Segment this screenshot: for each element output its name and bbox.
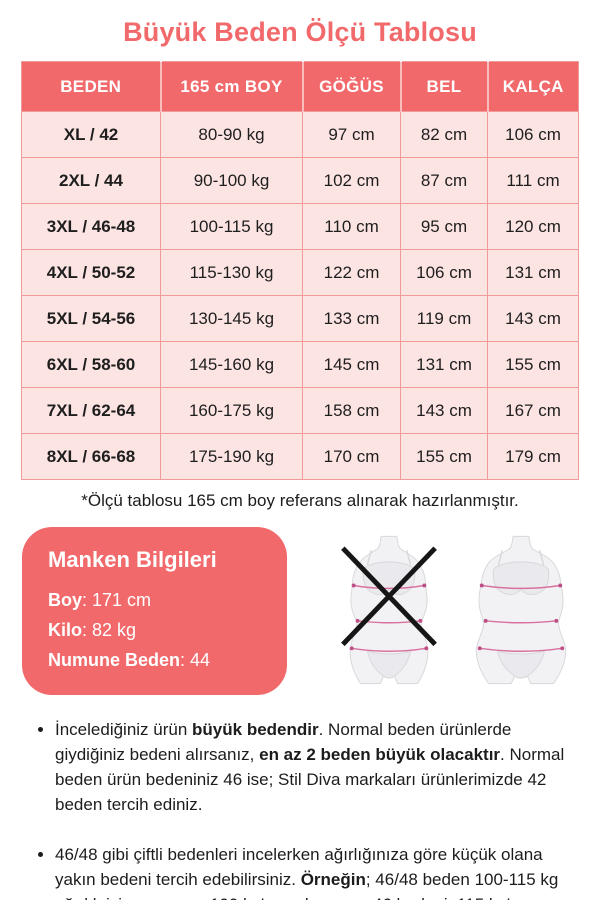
table-row: 4XL / 50-52 115-130 kg 122 cm 106 cm 131 cm (21, 249, 579, 296)
col-header-bel: BEL (400, 61, 489, 112)
value-cell: 158 cm (302, 387, 401, 434)
size-cell: 5XL / 54-56 (21, 295, 161, 342)
text-segment: 46/48 gibi çiftli bedenleri incelerken a… (55, 845, 543, 889)
size-table-body: XL / 42 80-90 kg 97 cm 82 cm 106 cm 2XL / 44 9… (21, 111, 579, 480)
value-cell: 120 cm (487, 203, 579, 250)
col-header-gogus: GÖĞÜS (302, 61, 402, 112)
value-cell: 143 cm (400, 387, 488, 434)
plus-size-body-icon (467, 534, 575, 688)
col-header-boy: 165 cm BOY (160, 61, 304, 112)
size-cell: 4XL / 50-52 (21, 249, 161, 296)
value-cell: 131 cm (487, 249, 579, 296)
size-cell: XL / 42 (21, 111, 161, 158)
value-cell: 119 cm (400, 295, 488, 342)
model-info-box: Manken Bilgileri Boy: 171 cm Kilo: 82 kg… (22, 527, 287, 695)
model-weight-line: Kilo: 82 kg (48, 615, 263, 645)
value-cell: 100-115 kg (160, 203, 303, 250)
text-segment: en az 2 beden büyük olacaktır (259, 745, 501, 764)
value-cell: 87 cm (400, 157, 488, 204)
slim-body-figure (341, 535, 437, 685)
text-segment: ; 46/48 beden 100-115 kg ağırlık için uy… (55, 870, 559, 900)
value-cell: 90-100 kg (160, 157, 303, 204)
value-cell: 133 cm (302, 295, 401, 342)
value-cell: 175-190 kg (160, 433, 303, 480)
size-cell: 6XL / 58-60 (21, 341, 161, 388)
text-segment: Örneğin (300, 870, 366, 889)
crossed-out-slim-body-icon (335, 534, 443, 688)
table-row: 7XL / 62-64 160-175 kg 158 cm 143 cm 167 cm (21, 387, 579, 434)
text-segment: : 171 cm (82, 590, 152, 610)
table-row: 3XL / 46-48 100-115 kg 110 cm 95 cm 120 cm (21, 203, 579, 250)
value-cell: 155 cm (400, 433, 488, 480)
plus-body-figure (475, 535, 567, 685)
body-figures (335, 534, 575, 688)
value-cell: 155 cm (487, 341, 579, 388)
table-row: XL / 42 80-90 kg 97 cm 82 cm 106 cm (21, 111, 579, 158)
value-cell: 160-175 kg (160, 387, 303, 434)
size-cell: 3XL / 46-48 (21, 203, 161, 250)
value-cell: 167 cm (487, 387, 579, 434)
value-cell: 111 cm (487, 157, 579, 204)
value-cell: 102 cm (302, 157, 401, 204)
notes-list: İncelediğiniz ürün büyük bedendir. Norma… (36, 717, 572, 900)
text-segment: büyük bedendir (192, 720, 319, 739)
value-cell: 80-90 kg (160, 111, 303, 158)
col-header-beden: BEDEN (21, 61, 162, 112)
value-cell: 131 cm (400, 341, 488, 388)
text-segment: . Normal beden ürünlerde giydiğiniz bede… (55, 720, 512, 764)
page-title: Büyük Beden Ölçü Tablosu (123, 17, 477, 47)
table-row: 6XL / 58-60 145-160 kg 145 cm 131 cm 155 cm (21, 341, 579, 388)
value-cell: 122 cm (302, 249, 401, 296)
value-cell: 106 cm (487, 111, 579, 158)
info-section: Manken Bilgileri Boy: 171 cm Kilo: 82 kg… (22, 527, 600, 695)
value-cell: 145 cm (302, 341, 401, 388)
size-cell: 2XL / 44 (21, 157, 161, 204)
model-sample-size-line: Numune Beden: 44 (48, 645, 263, 675)
value-cell: 143 cm (487, 295, 579, 342)
value-cell: 145-160 kg (160, 341, 303, 388)
x-mark (341, 546, 437, 647)
text-segment: Boy (48, 590, 83, 610)
table-footnote: *Ölçü tablosu 165 cm boy referans alınar… (81, 491, 519, 510)
value-cell: 110 cm (302, 203, 401, 250)
table-row: 8XL / 66-68 175-190 kg 170 cm 155 cm 179 cm (21, 433, 579, 480)
text-segment: İncelediğiniz ürün (55, 720, 193, 739)
text-segment: : 82 kg (82, 620, 137, 640)
note-item-sizing: İncelediğiniz ürün büyük bedendir. Norma… (55, 717, 572, 817)
col-header-kalca: KALÇA (487, 61, 579, 112)
value-cell: 82 cm (400, 111, 488, 158)
size-cell: 7XL / 62-64 (21, 387, 161, 434)
value-cell: 179 cm (487, 433, 579, 480)
value-cell: 97 cm (302, 111, 401, 158)
model-info-title: Manken Bilgileri (48, 547, 217, 572)
header-row: BEDEN 165 cm BOY GÖĞÜS BEL KALÇA (21, 61, 579, 112)
value-cell: 115-130 kg (160, 249, 303, 296)
model-height-line: Boy: 171 cm (48, 585, 263, 615)
size-cell: 8XL / 66-68 (21, 433, 161, 480)
size-table-header: BEDEN 165 cm BOY GÖĞÜS BEL KALÇA (21, 61, 579, 112)
value-cell: 106 cm (400, 249, 488, 296)
table-row: 5XL / 54-56 130-145 kg 133 cm 119 cm 143 cm (21, 295, 579, 342)
table-row: 2XL / 44 90-100 kg 102 cm 87 cm 111 cm (21, 157, 579, 204)
text-segment: : 44 (180, 650, 211, 670)
text-segment: Numune Beden (48, 650, 181, 670)
value-cell: 170 cm (302, 433, 401, 480)
text-segment: . Normal beden ürün bedeniniz 46 ise; St… (55, 745, 565, 814)
text-segment: Kilo (48, 620, 82, 640)
note-item-double-sizes: 46/48 gibi çiftli bedenleri incelerken a… (55, 842, 572, 900)
value-cell: 95 cm (400, 203, 488, 250)
size-table: BEDEN 165 cm BOY GÖĞÜS BEL KALÇA XL / 42… (21, 61, 579, 480)
value-cell: 130-145 kg (160, 295, 303, 342)
